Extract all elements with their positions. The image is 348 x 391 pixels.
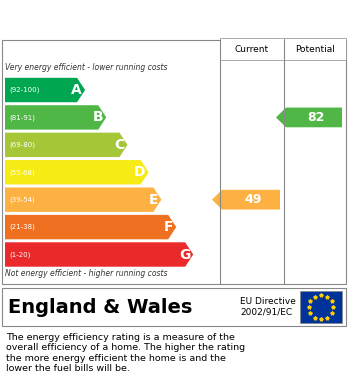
Text: (81-91): (81-91) bbox=[9, 114, 35, 121]
Bar bbox=[284, 38, 346, 60]
Polygon shape bbox=[5, 187, 161, 212]
Text: A: A bbox=[71, 83, 82, 97]
Text: E: E bbox=[149, 193, 158, 207]
Polygon shape bbox=[276, 108, 342, 127]
Bar bbox=[220, 38, 284, 60]
Text: (92-100): (92-100) bbox=[9, 87, 39, 93]
Text: (1-20): (1-20) bbox=[9, 251, 30, 258]
Text: (69-80): (69-80) bbox=[9, 142, 35, 148]
Polygon shape bbox=[5, 133, 127, 157]
Text: The energy efficiency rating is a measure of the
overall efficiency of a home. T: The energy efficiency rating is a measur… bbox=[6, 333, 245, 373]
Text: 82: 82 bbox=[307, 111, 325, 124]
Text: B: B bbox=[93, 110, 103, 124]
Text: (21-38): (21-38) bbox=[9, 224, 35, 230]
Text: Energy Efficiency Rating: Energy Efficiency Rating bbox=[10, 12, 220, 27]
Polygon shape bbox=[5, 78, 85, 102]
Text: Current: Current bbox=[235, 45, 269, 54]
Text: EU Directive
2002/91/EC: EU Directive 2002/91/EC bbox=[240, 298, 296, 317]
Polygon shape bbox=[5, 242, 193, 267]
Text: (39-54): (39-54) bbox=[9, 196, 35, 203]
Text: Very energy efficient - lower running costs: Very energy efficient - lower running co… bbox=[5, 63, 167, 72]
Polygon shape bbox=[212, 190, 280, 210]
Polygon shape bbox=[5, 160, 149, 185]
Text: F: F bbox=[164, 220, 173, 234]
Polygon shape bbox=[5, 105, 106, 130]
Text: Not energy efficient - higher running costs: Not energy efficient - higher running co… bbox=[5, 269, 167, 278]
Text: England & Wales: England & Wales bbox=[8, 298, 192, 317]
Polygon shape bbox=[5, 215, 176, 239]
Text: C: C bbox=[114, 138, 125, 152]
Text: D: D bbox=[134, 165, 146, 179]
Text: (55-68): (55-68) bbox=[9, 169, 35, 176]
Text: Potential: Potential bbox=[295, 45, 335, 54]
Text: 49: 49 bbox=[244, 193, 262, 206]
Text: G: G bbox=[179, 248, 190, 262]
Bar bbox=[300, 291, 342, 323]
